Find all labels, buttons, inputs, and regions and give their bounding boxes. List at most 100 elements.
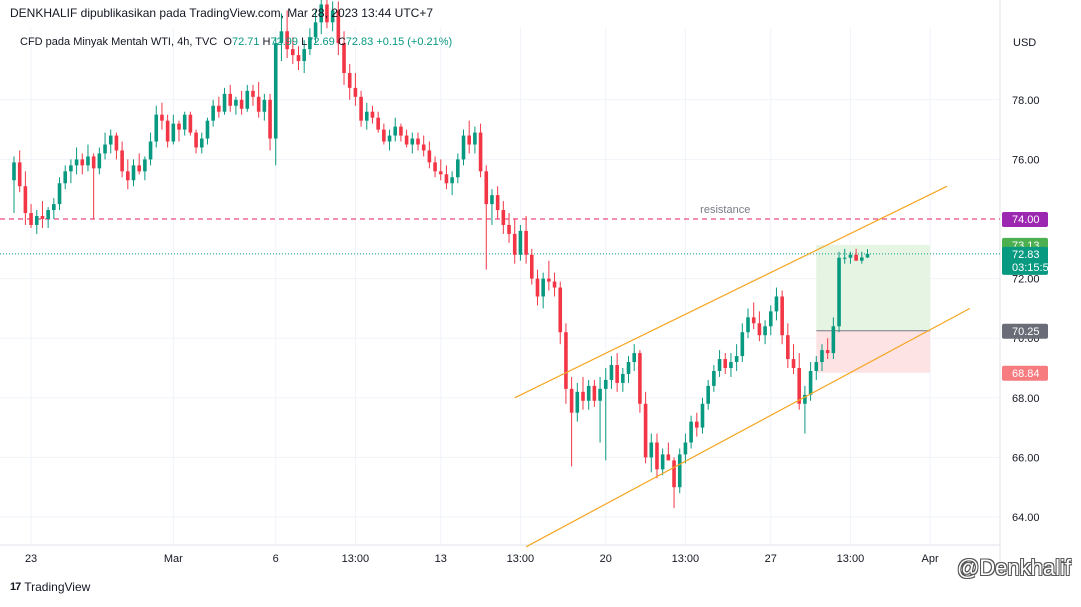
currency-label: USD xyxy=(1013,37,1036,49)
publication-line: DENKHALIF dipublikasikan pada TradingVie… xyxy=(10,6,434,20)
countdown-text: 03:15:55 xyxy=(1012,262,1055,274)
candle-body xyxy=(860,257,864,261)
candle-body xyxy=(120,150,124,172)
candle-body xyxy=(199,138,204,148)
candle-body xyxy=(63,171,68,184)
candle-body xyxy=(46,210,50,219)
candle-body xyxy=(467,135,471,145)
high-label: H xyxy=(262,36,271,48)
candle-body xyxy=(603,379,608,389)
candle-body xyxy=(689,421,693,443)
candle-body xyxy=(285,31,289,50)
candle-body xyxy=(313,22,318,38)
candle-body xyxy=(490,195,494,205)
candle-body xyxy=(69,165,73,172)
candle-body xyxy=(575,391,580,413)
open-label: O xyxy=(223,36,232,48)
candle-body xyxy=(712,370,716,386)
candle-body xyxy=(416,138,420,145)
candle-body xyxy=(609,365,614,380)
candle-body xyxy=(717,359,722,371)
candle-body xyxy=(848,254,853,258)
candle-body xyxy=(621,373,625,383)
candle-body xyxy=(268,99,272,139)
candle-body xyxy=(256,96,261,112)
candle-body xyxy=(364,111,369,121)
candle-body xyxy=(541,278,545,297)
candle-body xyxy=(12,162,16,181)
candle-body xyxy=(643,403,648,458)
candle-body xyxy=(137,165,141,172)
candle-body xyxy=(444,174,449,184)
candle-body xyxy=(57,183,62,205)
candle-body xyxy=(626,362,631,374)
price-tag-entry xyxy=(1002,323,1048,339)
candle-body xyxy=(478,132,483,172)
time-tick-label: 13:00 xyxy=(837,553,865,565)
candle-body xyxy=(245,90,250,109)
candle-body xyxy=(171,123,176,142)
price-tick-label: 64.00 xyxy=(1012,512,1040,524)
candle-body xyxy=(501,210,506,225)
candle-body xyxy=(188,114,193,133)
candle-body xyxy=(865,253,870,258)
candle-body xyxy=(791,359,796,368)
price-tag-stop-text: 68.84 xyxy=(1012,368,1040,380)
price-tick-label: 78.00 xyxy=(1012,95,1040,107)
candle-body xyxy=(308,37,312,50)
time-tick-label: 13:00 xyxy=(342,553,370,565)
candle-body xyxy=(763,326,767,336)
candle-body xyxy=(797,368,802,404)
candle-body xyxy=(615,365,619,383)
candle-body xyxy=(359,96,363,121)
candle-body xyxy=(296,55,301,62)
candle-body xyxy=(507,224,511,234)
channel-lower-line xyxy=(525,307,971,548)
candle-body xyxy=(279,31,284,44)
candle-body xyxy=(677,454,682,488)
candle-body xyxy=(695,421,699,428)
candle-body xyxy=(143,159,147,172)
candle-body xyxy=(456,159,460,178)
candle-body xyxy=(23,186,28,214)
candle-body xyxy=(177,123,181,130)
price-tick-label: 66.00 xyxy=(1012,452,1040,464)
candle-body xyxy=(108,135,113,145)
low-label: L xyxy=(301,36,308,48)
candle-body xyxy=(404,135,409,145)
candle-body xyxy=(427,150,432,163)
candle-body xyxy=(638,353,642,404)
candle-body xyxy=(353,87,358,97)
candle-body xyxy=(319,4,324,23)
candle-body xyxy=(820,350,824,363)
candle-body xyxy=(74,159,79,166)
candle-body xyxy=(768,311,773,327)
candle-body xyxy=(251,90,255,97)
candle-body xyxy=(825,350,830,354)
candle-body xyxy=(330,10,335,23)
candle-body xyxy=(376,117,380,130)
time-tick-label: Apr xyxy=(922,553,939,565)
candle-body xyxy=(336,10,341,44)
candle-body xyxy=(165,120,170,142)
candle-body xyxy=(421,144,426,151)
price-tag-entry-text: 70.25 xyxy=(1012,326,1040,338)
candle-body xyxy=(547,278,551,282)
tradingview-brand[interactable]: 17 TradingView xyxy=(10,580,90,594)
candle-body xyxy=(325,4,329,23)
candle-body xyxy=(569,388,574,413)
candle-body xyxy=(803,394,807,404)
candle-body xyxy=(461,135,466,160)
candle-body xyxy=(564,332,568,389)
resistance-label: resistance xyxy=(700,204,750,216)
candle-body xyxy=(399,126,403,136)
candle-body xyxy=(683,442,688,455)
candle-body xyxy=(222,93,227,112)
candle-body xyxy=(751,317,756,324)
candle-body xyxy=(672,460,676,488)
candle-body xyxy=(194,132,198,148)
open-value: 72.71 xyxy=(231,36,260,48)
close-label: C xyxy=(337,36,346,48)
candle-body xyxy=(592,385,597,401)
